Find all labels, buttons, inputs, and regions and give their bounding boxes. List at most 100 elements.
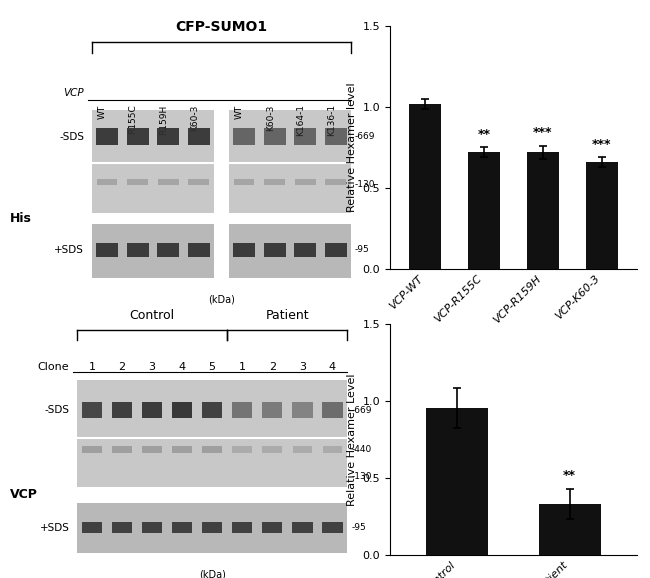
- Text: K60-3: K60-3: [266, 104, 275, 131]
- Text: ***: ***: [533, 127, 552, 139]
- Bar: [292, 446, 312, 453]
- Bar: [112, 523, 132, 533]
- Bar: [158, 179, 179, 186]
- Bar: [188, 179, 209, 186]
- Text: -SDS: -SDS: [44, 405, 70, 415]
- Bar: [292, 402, 313, 418]
- Bar: [127, 179, 148, 186]
- Bar: [265, 179, 285, 186]
- Text: Clone: Clone: [38, 362, 70, 372]
- Bar: [92, 224, 214, 278]
- Text: VCP: VCP: [10, 488, 38, 501]
- Text: WT: WT: [235, 104, 244, 118]
- Text: -130: -130: [351, 472, 372, 480]
- Bar: [172, 523, 192, 533]
- Bar: [322, 402, 343, 418]
- Text: 4: 4: [329, 362, 336, 372]
- Bar: [188, 128, 210, 144]
- Text: 1: 1: [88, 362, 96, 372]
- Bar: [188, 243, 210, 257]
- Bar: [82, 402, 102, 418]
- Text: Patient: Patient: [265, 309, 309, 322]
- Bar: [92, 110, 214, 213]
- Bar: [233, 446, 252, 453]
- Bar: [232, 402, 252, 418]
- Bar: [229, 110, 351, 213]
- Y-axis label: Relative Hexamer Level: Relative Hexamer Level: [347, 373, 357, 506]
- Text: -669: -669: [351, 406, 372, 414]
- Text: Control: Control: [129, 309, 175, 322]
- Text: 3: 3: [299, 362, 305, 372]
- Text: R155C: R155C: [129, 104, 138, 134]
- Bar: [234, 179, 255, 186]
- Bar: [127, 128, 149, 144]
- Text: (kDa): (kDa): [199, 569, 226, 578]
- Bar: [202, 523, 222, 533]
- Text: 5: 5: [209, 362, 216, 372]
- Text: -669: -669: [355, 132, 375, 141]
- Bar: [322, 446, 342, 453]
- Bar: [112, 402, 132, 418]
- Bar: [326, 179, 346, 186]
- Text: -440: -440: [351, 445, 371, 454]
- Text: **: **: [563, 469, 576, 483]
- Bar: [262, 523, 283, 533]
- Bar: [97, 179, 118, 186]
- Bar: [263, 446, 282, 453]
- Bar: [294, 243, 316, 257]
- Bar: [142, 523, 162, 533]
- Bar: [112, 446, 132, 453]
- Bar: [172, 446, 192, 453]
- Bar: [82, 523, 102, 533]
- Bar: [325, 243, 347, 257]
- Bar: [325, 128, 347, 144]
- Text: -130: -130: [355, 180, 375, 188]
- Bar: [96, 243, 118, 257]
- Text: 4: 4: [179, 362, 186, 372]
- Text: K164-1: K164-1: [296, 104, 306, 136]
- Bar: [264, 128, 285, 144]
- Text: K136-1: K136-1: [327, 104, 336, 136]
- Text: +SDS: +SDS: [40, 523, 70, 533]
- Bar: [586, 162, 618, 269]
- Text: -95: -95: [351, 524, 366, 532]
- Text: 2: 2: [118, 362, 125, 372]
- Bar: [77, 380, 347, 487]
- Text: -95: -95: [355, 246, 369, 254]
- Bar: [157, 243, 179, 257]
- Y-axis label: Relative Hexamer level: Relative Hexamer level: [347, 83, 357, 212]
- Bar: [295, 179, 316, 186]
- Text: VCP: VCP: [64, 88, 84, 98]
- Bar: [233, 128, 255, 144]
- Bar: [233, 243, 255, 257]
- Text: **: **: [478, 128, 491, 141]
- Bar: [82, 446, 101, 453]
- Bar: [468, 152, 500, 269]
- Bar: [202, 446, 222, 453]
- Bar: [229, 224, 351, 278]
- Bar: [172, 402, 192, 418]
- Bar: [157, 128, 179, 144]
- Text: His: His: [10, 212, 32, 225]
- Bar: [526, 152, 559, 269]
- Text: CFP-SUMO1: CFP-SUMO1: [176, 20, 267, 34]
- Bar: [232, 523, 252, 533]
- Bar: [142, 402, 162, 418]
- Text: R159H: R159H: [159, 104, 168, 135]
- Bar: [262, 402, 283, 418]
- Bar: [426, 409, 488, 555]
- Text: 2: 2: [268, 362, 276, 372]
- Bar: [77, 503, 347, 553]
- Bar: [202, 402, 222, 418]
- Text: 1: 1: [239, 362, 246, 372]
- Text: +SDS: +SDS: [55, 245, 84, 255]
- Bar: [539, 504, 601, 555]
- Text: K60-3: K60-3: [190, 104, 199, 131]
- Text: WT: WT: [98, 104, 107, 118]
- Bar: [292, 523, 313, 533]
- Text: -SDS: -SDS: [59, 132, 84, 142]
- Bar: [127, 243, 149, 257]
- Text: 3: 3: [148, 362, 155, 372]
- Bar: [294, 128, 316, 144]
- Text: ***: ***: [592, 138, 612, 151]
